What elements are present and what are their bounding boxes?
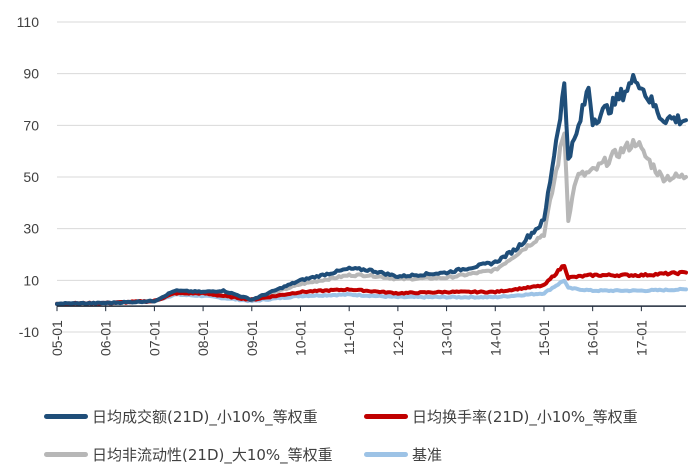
legend-item-benchmark: 基准 [364, 444, 442, 465]
x-tick-label: 07-01 [146, 320, 162, 356]
legend-swatch [44, 414, 88, 419]
legend-item-turnover-amount: 日均成交额(21D)_小10%_等权重 [44, 406, 318, 427]
legend-swatch [44, 452, 88, 457]
y-tick-label: 50 [23, 169, 39, 185]
y-tick-label: 90 [23, 66, 39, 82]
x-axis-ticks: 05-01 06-01 07-01 08-01 09-01 10-01 11-01 12-01… [49, 306, 649, 356]
gridlines [57, 21, 686, 333]
y-tick-label: 30 [23, 221, 39, 237]
x-tick-label: 06-01 [98, 320, 114, 356]
line-chart: 110 90 70 50 30 10 -10 05-01 06-01 07-01 08-01 09-… [17, 14, 688, 356]
x-tick-label: 14-01 [487, 320, 503, 356]
x-tick-label: 13-01 [439, 320, 455, 356]
y-tick-label: -10 [19, 324, 39, 340]
x-tick-label: 16-01 [585, 320, 601, 356]
legend-swatch [364, 452, 408, 457]
y-tick-label: 10 [23, 272, 39, 288]
x-tick-label: 05-01 [49, 320, 65, 356]
x-tick-label: 15-01 [536, 320, 552, 356]
x-tick-label: 09-01 [244, 320, 260, 356]
series-lines [55, 73, 688, 307]
y-axis-ticks: 110 90 70 50 30 10 -10 [17, 14, 40, 340]
x-tick-label: 12-01 [390, 320, 406, 356]
x-tick-label: 08-01 [195, 320, 211, 356]
legend-label: 基准 [412, 446, 443, 464]
series-line [55, 73, 688, 306]
x-tick-label: 10-01 [292, 320, 308, 356]
x-tick-label: 17-01 [633, 320, 649, 356]
legend-swatch [364, 414, 408, 419]
legend-label: 日均成交额(21D)_小10%_等权重 [92, 408, 318, 426]
legend-item-illiquidity: 日均非流动性(21D)_大10%_等权重 [44, 444, 333, 465]
legend-item-turnover-rate: 日均换手率(21D)_小10%_等权重 [364, 406, 638, 427]
y-tick-label: 70 [23, 117, 39, 133]
series-line [55, 131, 688, 307]
y-tick-label: 110 [17, 14, 40, 30]
legend-label: 日均换手率(21D)_小10%_等权重 [412, 408, 638, 426]
legend-label: 日均非流动性(21D)_大10%_等权重 [92, 446, 333, 464]
x-tick-label: 11-01 [341, 320, 357, 355]
